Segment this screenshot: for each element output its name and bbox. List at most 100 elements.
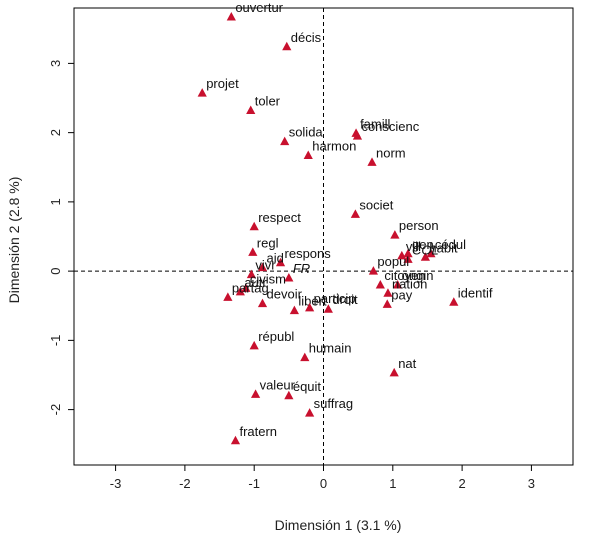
point-label: identif	[458, 285, 493, 300]
x-tick-label: -2	[179, 476, 191, 491]
y-axis: -2 -1 0 1 2 3	[48, 60, 74, 416]
y-tick-label: -1	[48, 335, 63, 347]
point-marker	[249, 340, 259, 350]
x-tick-label: 2	[458, 476, 465, 491]
point-label: devoir	[267, 287, 303, 302]
point-marker	[275, 257, 286, 267]
point-label: respons	[285, 246, 332, 261]
y-tick-label: 0	[48, 268, 63, 275]
point-marker	[284, 390, 294, 400]
point-marker	[449, 297, 459, 306]
point-marker	[390, 230, 400, 239]
point-label: libert	[298, 294, 327, 309]
point-label: aid	[267, 251, 284, 266]
point-marker	[368, 266, 378, 275]
point-marker	[230, 435, 241, 445]
point-marker	[383, 288, 393, 297]
point-marker	[197, 88, 207, 97]
point-label: toler	[255, 93, 281, 108]
point-label: humain	[309, 341, 352, 356]
point-label: societ	[359, 197, 393, 212]
point-label: particip	[314, 291, 356, 306]
point-label: vill	[406, 239, 421, 254]
point-marker	[248, 247, 258, 256]
point-label: républ	[258, 329, 294, 344]
point-marker	[300, 352, 310, 362]
point-marker	[280, 136, 290, 146]
point-marker	[323, 304, 333, 313]
point-label: fratern	[239, 424, 277, 439]
point-marker	[389, 367, 399, 377]
x-axis-title: Dimensión 1 (3.1 %)	[275, 517, 402, 533]
point-label: COL	[412, 242, 439, 257]
point-label: équit	[293, 379, 322, 394]
point-marker	[305, 408, 315, 417]
point-marker	[375, 279, 385, 289]
point-marker	[223, 292, 233, 301]
point-label: FR	[293, 261, 310, 276]
y-tick-label: 3	[48, 60, 63, 67]
point-label: projet	[206, 76, 239, 91]
point-label: suffrag	[314, 396, 354, 411]
point-label: solida	[289, 125, 324, 140]
x-tick-label: -1	[248, 476, 260, 491]
point-label: habit	[429, 240, 458, 255]
point-label: respect	[258, 210, 301, 225]
point-label: person	[399, 218, 439, 233]
y-tick-label: 1	[48, 198, 63, 205]
point-marker	[282, 41, 292, 51]
point-label: pay	[391, 287, 412, 302]
point-marker	[403, 248, 413, 258]
point-label: ouvertur	[235, 0, 283, 15]
point-marker	[257, 262, 268, 272]
point-label: conscienc	[361, 119, 419, 134]
point-label: décis	[291, 30, 322, 45]
point-marker	[367, 157, 377, 166]
point-marker	[246, 269, 257, 279]
point-label: norm	[376, 145, 406, 160]
point-marker	[289, 305, 299, 315]
point-label: civism	[250, 271, 286, 286]
point-marker	[235, 286, 245, 296]
point-label: autr	[244, 275, 267, 290]
point-label: cédul	[435, 237, 466, 252]
point-label: gen	[412, 237, 434, 252]
point-marker	[284, 273, 294, 282]
point-label: harmon	[312, 138, 356, 153]
x-tick-label: -3	[110, 476, 122, 491]
x-axis: -3 -2 -1 0 1 2 3	[110, 465, 535, 491]
point-label: nation	[392, 276, 427, 291]
point-marker	[305, 302, 315, 312]
x-tick-label: 3	[528, 476, 535, 491]
point-label: popul	[377, 254, 409, 269]
y-axis-title: Dimensión 2 (2.8 %)	[6, 177, 22, 304]
point-marker	[257, 298, 268, 308]
point-label: valeur	[260, 377, 296, 392]
point-marker	[241, 283, 251, 292]
point-marker	[350, 209, 360, 218]
point-marker	[397, 250, 407, 260]
point-marker	[250, 389, 261, 398]
point-marker	[303, 150, 313, 159]
point-label: nat	[398, 356, 416, 371]
x-tick-label: 0	[320, 476, 327, 491]
y-tick-label: -2	[48, 404, 63, 416]
point-marker	[382, 299, 392, 308]
y-tick-label: 2	[48, 129, 63, 136]
point-marker	[352, 131, 363, 140]
point-marker	[249, 221, 259, 231]
point-marker	[226, 12, 236, 21]
point-label: droit	[332, 292, 358, 307]
point-marker	[246, 105, 256, 114]
point-label: famill	[360, 116, 390, 131]
point-label: origin	[402, 268, 434, 283]
x-tick-label: 1	[389, 476, 396, 491]
point-marker	[420, 252, 430, 261]
point-label: citoyen	[384, 268, 425, 283]
point-label: partag	[232, 280, 269, 295]
point-label: vivr	[255, 258, 276, 273]
point-marker	[393, 279, 403, 289]
point-marker	[426, 248, 436, 258]
